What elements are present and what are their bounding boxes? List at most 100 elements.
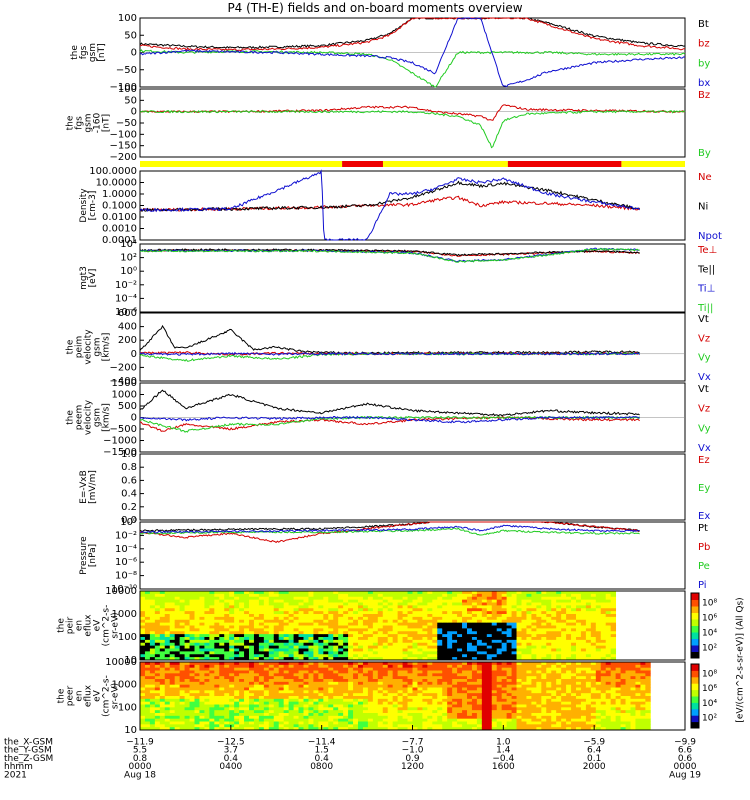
heatmap-cell xyxy=(506,673,512,677)
heatmap-cell xyxy=(600,673,607,677)
heatmap-cell xyxy=(496,679,503,683)
heatmap-cell xyxy=(397,679,403,683)
heatmap-cell xyxy=(253,614,260,618)
heatmap-cell xyxy=(224,625,230,629)
heatmap-cell xyxy=(333,684,339,688)
heatmap-cell xyxy=(422,690,428,694)
heatmap-cell xyxy=(541,724,547,728)
heatmap-cell xyxy=(308,648,314,652)
heatmap-cell xyxy=(442,684,448,688)
heatmap-cell xyxy=(140,622,146,626)
heatmap-cell xyxy=(298,684,304,688)
legend-entry: Ez xyxy=(698,455,710,466)
heatmap-cell xyxy=(288,614,294,618)
heatmap-cell xyxy=(140,710,146,714)
heatmap-cell xyxy=(615,690,621,694)
heatmap-cell xyxy=(541,608,547,612)
heatmap-cell xyxy=(224,642,230,647)
heatmap-cell xyxy=(486,625,493,629)
heatmap-cell xyxy=(397,696,403,700)
heatmap-cell xyxy=(387,625,394,629)
heatmap-cell xyxy=(249,648,255,652)
heatmap-cell xyxy=(407,651,413,655)
heatmap-cell xyxy=(585,727,592,731)
heatmap-cell xyxy=(164,622,171,626)
heatmap-cell xyxy=(288,605,294,609)
heatmap-cell xyxy=(333,631,339,635)
heatmap-cell xyxy=(313,667,319,671)
heatmap-cell xyxy=(244,676,250,680)
heatmap-cell xyxy=(506,701,512,705)
heatmap-cell xyxy=(328,628,334,632)
heatmap-cell xyxy=(625,679,631,683)
heatmap-cell xyxy=(288,645,294,649)
heatmap-cell xyxy=(457,713,463,717)
heatmap-cell xyxy=(531,628,537,632)
heatmap-cell xyxy=(417,690,423,694)
heatmap-cell xyxy=(283,687,290,691)
heatmap-cell xyxy=(372,622,379,626)
heatmap-cell xyxy=(377,679,384,683)
heatmap-cell xyxy=(263,599,270,603)
heatmap-cell xyxy=(481,687,488,691)
heatmap-cell xyxy=(179,645,185,649)
heatmap-cell xyxy=(194,687,200,691)
heatmap-cell xyxy=(293,631,299,635)
heatmap-cell xyxy=(298,602,304,606)
heatmap-cell xyxy=(204,693,210,697)
heatmap-cell xyxy=(615,718,621,722)
heatmap-cell xyxy=(571,634,577,638)
heatmap-cell xyxy=(358,596,364,601)
heatmap-cell xyxy=(531,596,537,601)
heatmap-cell xyxy=(144,596,151,601)
heatmap-cell xyxy=(457,698,463,703)
heatmap-cell xyxy=(546,596,552,601)
heatmap-cell xyxy=(308,619,314,624)
heatmap-cell xyxy=(402,599,408,603)
heatmap-cell xyxy=(595,654,602,658)
heatmap-cell xyxy=(585,648,592,652)
heatmap-cell xyxy=(273,619,280,624)
heatmap-cell xyxy=(253,724,260,728)
heatmap-cell xyxy=(249,704,255,708)
heatmap-cell xyxy=(333,698,339,703)
heatmap-cell xyxy=(244,718,250,722)
heatmap-cell xyxy=(229,637,235,641)
heatmap-cell xyxy=(585,593,592,598)
heatmap-cell xyxy=(362,596,369,601)
heatmap-cell xyxy=(174,628,181,632)
heatmap-cell xyxy=(595,593,602,598)
heatmap-cell xyxy=(595,710,602,714)
heatmap-cell xyxy=(377,670,384,674)
legend-entry: Pi xyxy=(698,580,707,591)
heatmap-cell xyxy=(219,637,225,641)
heatmap-cell xyxy=(501,664,508,669)
heatmap-cell xyxy=(367,696,374,700)
heatmap-cell xyxy=(476,599,483,603)
heatmap-cell xyxy=(372,651,379,655)
heatmap-cell xyxy=(442,701,448,705)
heatmap-cell xyxy=(199,628,205,632)
heatmap-cell xyxy=(531,622,537,626)
heatmap-cell xyxy=(640,704,646,708)
heatmap-cell xyxy=(471,673,478,677)
heatmap-cell xyxy=(476,596,483,601)
heatmap-cell xyxy=(516,701,522,705)
heatmap-cell xyxy=(377,690,384,694)
heatmap-cell xyxy=(377,616,384,621)
heatmap-cell xyxy=(531,619,537,624)
heatmap-cell xyxy=(273,631,280,635)
heatmap-cell xyxy=(640,710,646,714)
heatmap-cell xyxy=(204,657,210,661)
heatmap-cell xyxy=(452,602,458,606)
heatmap-cell xyxy=(258,718,265,722)
heatmap-cell xyxy=(467,634,473,638)
heatmap-cell xyxy=(293,693,299,697)
heatmap-cell xyxy=(149,631,156,635)
heatmap-cell xyxy=(333,718,339,722)
heatmap-cell xyxy=(392,639,399,644)
heatmap-cell xyxy=(293,645,299,649)
heatmap-cell xyxy=(204,701,210,705)
heatmap-cell xyxy=(372,713,379,717)
heatmap-cell xyxy=(541,654,547,658)
